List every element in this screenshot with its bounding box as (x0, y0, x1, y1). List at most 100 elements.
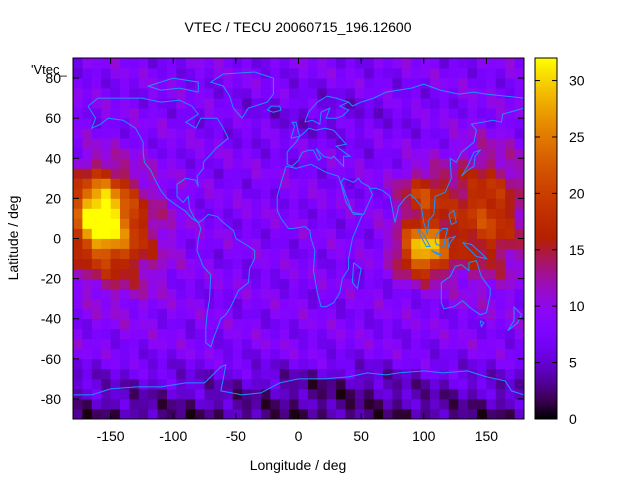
heatmap-cell (392, 198, 403, 209)
heatmap-cell (326, 128, 337, 139)
heatmap-cell (166, 388, 177, 400)
heatmap-cell (260, 58, 271, 69)
heatmap-cell (439, 158, 450, 169)
heatmap-cell (307, 328, 318, 340)
heatmap-cell (223, 348, 234, 360)
heatmap-cell (354, 328, 365, 340)
heatmap-cell (364, 228, 375, 239)
heatmap-cell (166, 158, 177, 169)
heatmap-cell (467, 68, 478, 79)
heatmap-cell (477, 238, 487, 249)
heatmap-cell (495, 108, 506, 119)
heatmap-cell (119, 68, 130, 79)
heatmap-cell (298, 288, 309, 300)
heatmap-cell (213, 398, 224, 410)
heatmap-cell (458, 288, 469, 300)
heatmap-cell (101, 278, 111, 290)
heatmap-cell (176, 108, 187, 119)
heatmap-cell (195, 88, 205, 99)
heatmap-cell (157, 108, 168, 119)
heatmap-cell (326, 148, 337, 159)
heatmap-cell (157, 168, 168, 179)
heatmap-cell (354, 128, 365, 139)
heatmap-cell (138, 58, 149, 69)
heatmap-cell (223, 138, 234, 149)
heatmap-cell (213, 378, 224, 390)
heatmap-cell (345, 328, 356, 340)
heatmap-cell (373, 188, 384, 199)
heatmap-cell (392, 158, 403, 169)
heatmap-cell (232, 378, 243, 390)
heatmap-cell (458, 138, 469, 149)
heatmap-cell (166, 108, 177, 119)
heatmap-cell (467, 408, 478, 420)
heatmap-cell (486, 258, 497, 269)
heatmap-cell (119, 108, 130, 119)
heatmap-cell (326, 68, 337, 79)
heatmap-cell (439, 128, 450, 139)
heatmap-cell (477, 108, 487, 119)
heatmap-cell (439, 338, 450, 350)
heatmap-cell (458, 338, 469, 350)
heatmap-cell (213, 388, 224, 400)
heatmap-cell (514, 178, 525, 189)
heatmap-cell (401, 118, 412, 129)
heatmap-cell (223, 218, 234, 229)
heatmap-cell (448, 248, 459, 259)
heatmap-cell (157, 228, 168, 239)
heatmap-cell (101, 68, 111, 79)
heatmap-cell (176, 58, 187, 69)
heatmap-cell (148, 98, 158, 109)
heatmap-cell (279, 328, 290, 340)
heatmap-cell (486, 348, 497, 360)
heatmap-cell (364, 318, 375, 330)
heatmap-cell (166, 328, 177, 340)
heatmap-cell (232, 218, 243, 229)
heatmap-cell (345, 148, 356, 159)
heatmap-cell (138, 228, 149, 239)
heatmap-cell (354, 388, 365, 400)
heatmap-cell (91, 398, 102, 410)
heatmap-cell (279, 288, 290, 300)
heatmap-cell (336, 338, 346, 350)
heatmap-cell (411, 58, 422, 69)
heatmap-cell (185, 128, 196, 139)
heatmap-cell (401, 288, 412, 300)
heatmap-cell (298, 338, 309, 350)
heatmap-cell (195, 248, 205, 259)
heatmap-cell (420, 198, 431, 209)
heatmap-cell (110, 378, 121, 390)
heatmap-cell (477, 118, 487, 129)
heatmap-cell (411, 218, 422, 229)
heatmap-cell (110, 68, 121, 79)
heatmap-cell (326, 158, 337, 169)
heatmap-cell (477, 98, 487, 109)
heatmap-cell (166, 378, 177, 390)
heatmap-cell (373, 218, 384, 229)
heatmap-cell (232, 268, 243, 280)
heatmap-cell (185, 368, 196, 380)
heatmap-cell (317, 198, 328, 209)
heatmap-cell (270, 248, 281, 259)
heatmap-cell (279, 88, 290, 99)
heatmap-cell (439, 148, 450, 159)
heatmap-cell (232, 208, 243, 219)
coastline-path (348, 83, 525, 235)
heatmap-cell (129, 58, 140, 69)
heatmap-cell (354, 408, 365, 420)
heatmap-cell (354, 378, 365, 390)
heatmap-cell (392, 298, 403, 310)
x-tick-label: 150 (475, 428, 499, 444)
heatmap-cell (232, 248, 243, 259)
heatmap-cell (73, 158, 83, 169)
heatmap-cell (495, 148, 506, 159)
heatmap-cell (401, 78, 412, 89)
heatmap-cell (195, 128, 205, 139)
heatmap-cell (289, 278, 299, 290)
heatmap-cell (148, 398, 158, 410)
heatmap-cell (495, 218, 506, 229)
heatmap-cell (514, 378, 525, 390)
heatmap-cell (119, 278, 130, 290)
heatmap-cell (204, 58, 215, 69)
heatmap-cell (176, 338, 187, 350)
